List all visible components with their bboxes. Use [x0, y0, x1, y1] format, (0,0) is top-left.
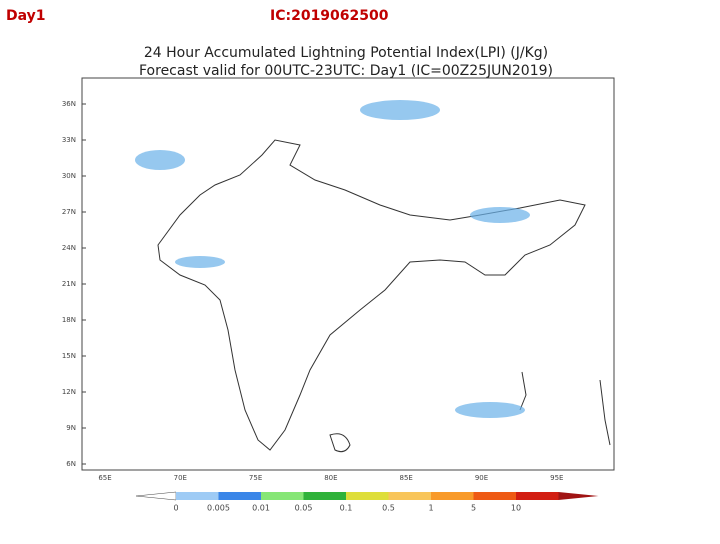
map-title: 24 Hour Accumulated Lightning Potential …	[144, 45, 548, 61]
colorbar-high-arrow	[558, 492, 599, 500]
lon-label: 95E	[550, 474, 563, 482]
colorbar-segment	[516, 492, 559, 500]
lat-label: 24N	[62, 244, 76, 252]
colorbar-label: 0.5	[382, 504, 395, 513]
lat-label: 12N	[62, 388, 76, 396]
ic-label: IC:2019062500	[270, 8, 389, 24]
colorbar-segment	[303, 492, 346, 500]
colorbar-segment	[218, 492, 261, 500]
colorbar-label: 0.01	[252, 504, 270, 513]
colorbar-segment	[261, 492, 304, 500]
lat-label: 6N	[66, 460, 76, 468]
lon-label: 65E	[98, 474, 111, 482]
lon-label: 85E	[400, 474, 413, 482]
lat-label: 36N	[62, 100, 76, 108]
colorbar-label: 0	[173, 504, 178, 513]
colorbar-label: 5	[471, 504, 476, 513]
day-label: Day1	[6, 8, 46, 24]
colorbar-label: 0.1	[340, 504, 353, 513]
lat-label: 18N	[62, 316, 76, 324]
map-subtitle: Forecast valid for 00UTC-23UTC: Day1 (IC…	[139, 63, 553, 79]
lat-label: 33N	[62, 136, 76, 144]
colorbar-label: 0.005	[207, 504, 230, 513]
lon-labels: 65E 70E 75E 80E 85E 90E 95E	[98, 474, 563, 482]
coastlines	[157, 139, 611, 453]
colorbar: 0 0.005 0.01 0.05 0.1 0.5 1 5 10	[135, 491, 599, 513]
lpi-patches	[135, 100, 530, 418]
map-frame	[81, 77, 615, 471]
lon-label: 90E	[475, 474, 488, 482]
lat-label: 9N	[66, 424, 76, 432]
lon-label: 80E	[324, 474, 337, 482]
lat-label: 27N	[62, 208, 76, 216]
lon-label: 75E	[249, 474, 262, 482]
colorbar-segment	[388, 492, 431, 500]
colorbar-segment	[473, 492, 516, 500]
colorbar-label: 0.05	[295, 504, 313, 513]
lat-labels: 36N 33N 30N 27N 24N 21N 18N 15N 12N 9N 6N	[62, 100, 86, 468]
colorbar-segment	[176, 492, 219, 500]
colorbar-segment	[346, 492, 389, 500]
lat-label: 30N	[62, 172, 76, 180]
lon-label: 70E	[174, 474, 187, 482]
colorbar-label: 1	[428, 504, 433, 513]
lat-label: 15N	[62, 352, 76, 360]
colorbar-low-arrow	[135, 491, 177, 501]
lat-label: 21N	[62, 280, 76, 288]
colorbar-segment	[431, 492, 474, 500]
colorbar-label: 10	[511, 504, 521, 513]
